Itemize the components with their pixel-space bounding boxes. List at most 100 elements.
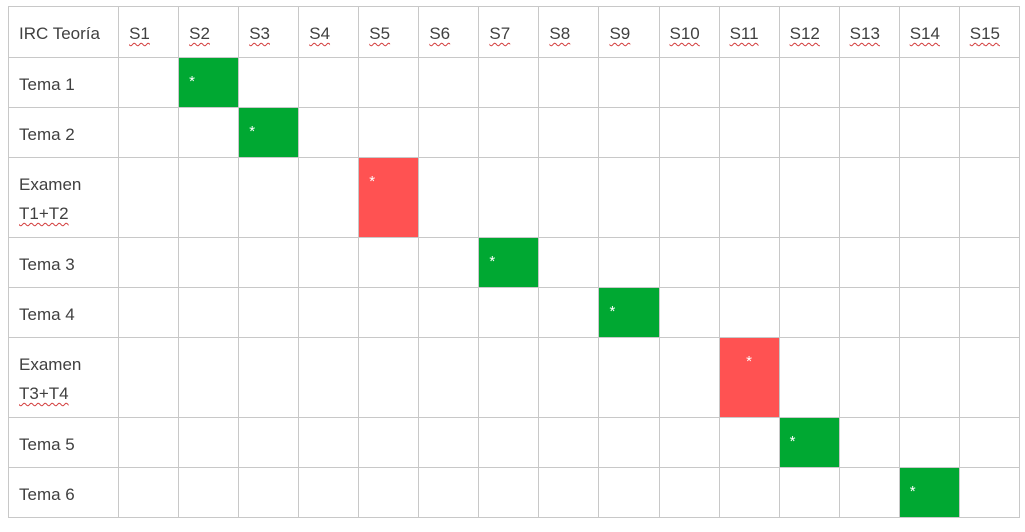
empty-cell <box>598 337 660 418</box>
empty-cell <box>118 157 180 238</box>
empty-cell <box>898 157 960 238</box>
empty-cell <box>778 337 840 418</box>
table-row: Examen T1+T2 * <box>7 157 1021 238</box>
empty-cell <box>838 107 900 158</box>
empty-cell <box>658 417 720 468</box>
empty-cell <box>178 157 240 238</box>
row-label-cell: Tema 4 <box>7 287 120 338</box>
asterisk-marker: * <box>609 303 616 320</box>
empty-cell <box>178 467 240 518</box>
empty-cell <box>778 57 840 108</box>
row-label-cell: Tema 6 <box>7 467 120 518</box>
topic-cell: * <box>898 467 960 518</box>
exam-cell: * <box>718 337 780 418</box>
empty-cell <box>898 107 960 158</box>
empty-cell <box>658 337 720 418</box>
week-label: S5 <box>369 24 391 43</box>
empty-cell <box>598 57 660 108</box>
row-label: Tema 4 <box>19 305 75 324</box>
empty-cell <box>958 287 1021 338</box>
week-header-cell: S8 <box>538 6 600 58</box>
week-label: S13 <box>849 24 880 43</box>
week-label: S9 <box>609 24 631 43</box>
table-row: Tema 3 * <box>7 237 1021 288</box>
empty-cell <box>178 287 240 338</box>
empty-cell <box>358 467 420 518</box>
empty-cell <box>838 417 900 468</box>
empty-cell <box>238 467 300 518</box>
empty-cell <box>358 287 420 338</box>
empty-cell <box>118 237 180 288</box>
empty-cell <box>298 107 360 158</box>
row-label-cell: Examen T1+T2 <box>7 157 120 238</box>
row-label-cell: Tema 5 <box>7 417 120 468</box>
empty-cell <box>478 157 540 238</box>
empty-cell <box>898 237 960 288</box>
row-label-cell: Tema 1 <box>7 57 120 108</box>
row-label: Tema 1 <box>19 75 75 94</box>
empty-cell <box>118 467 180 518</box>
empty-cell <box>598 467 660 518</box>
asterisk-marker: * <box>789 433 796 450</box>
empty-cell <box>958 337 1021 418</box>
empty-cell <box>538 287 600 338</box>
asterisk-marker: * <box>369 173 376 190</box>
empty-cell <box>178 417 240 468</box>
empty-cell <box>118 337 180 418</box>
topic-cell: * <box>778 417 840 468</box>
corner-header-cell: IRC Teoría <box>7 6 120 58</box>
topic-cell: * <box>178 57 240 108</box>
empty-cell <box>898 417 960 468</box>
empty-cell <box>178 237 240 288</box>
asterisk-marker: * <box>189 73 195 90</box>
topic-cell: * <box>238 107 300 158</box>
week-header-cell: S7 <box>478 6 540 58</box>
empty-cell <box>718 57 780 108</box>
week-label: S3 <box>249 24 270 43</box>
row-label: Tema 3 <box>19 255 75 274</box>
empty-cell <box>838 467 900 518</box>
empty-cell <box>358 337 420 418</box>
empty-cell <box>418 417 480 468</box>
empty-cell <box>298 467 360 518</box>
topic-cell: * <box>598 287 660 338</box>
empty-cell <box>718 467 780 518</box>
empty-cell <box>778 157 840 238</box>
week-header-cell: S13 <box>838 6 900 58</box>
row-label-cell: Tema 3 <box>7 237 120 288</box>
empty-cell <box>298 157 360 238</box>
schedule-table: IRC Teoría S1 S2 S3 S4 S5 S6 S7 S8 S9 S10 S11 S12 S1… <box>7 6 1021 518</box>
empty-cell <box>298 287 360 338</box>
week-label: S11 <box>729 24 759 43</box>
empty-cell <box>958 237 1021 288</box>
empty-cell <box>898 337 960 418</box>
empty-cell <box>598 157 660 238</box>
row-label-line2: T3+T4 <box>19 384 69 403</box>
topic-cell: * <box>478 237 540 288</box>
empty-cell <box>178 107 240 158</box>
empty-cell <box>658 237 720 288</box>
empty-cell <box>118 107 180 158</box>
row-label: Tema 5 <box>19 435 75 454</box>
asterisk-marker: * <box>249 123 256 140</box>
empty-cell <box>478 107 540 158</box>
week-header-cell: S4 <box>298 6 360 58</box>
row-label: Tema 2 <box>19 125 75 144</box>
empty-cell <box>898 57 960 108</box>
asterisk-marker: * <box>909 483 916 500</box>
empty-cell <box>238 337 300 418</box>
empty-cell <box>958 417 1021 468</box>
empty-cell <box>418 337 480 418</box>
empty-cell <box>358 237 420 288</box>
empty-cell <box>658 157 720 238</box>
empty-cell <box>538 157 600 238</box>
week-label: S10 <box>669 24 700 43</box>
empty-cell <box>298 57 360 108</box>
week-label: S1 <box>129 24 150 43</box>
empty-cell <box>778 287 840 338</box>
row-label: Examen <box>19 175 82 194</box>
empty-cell <box>478 287 540 338</box>
empty-cell <box>838 157 900 238</box>
empty-cell <box>718 417 780 468</box>
empty-cell <box>118 417 180 468</box>
